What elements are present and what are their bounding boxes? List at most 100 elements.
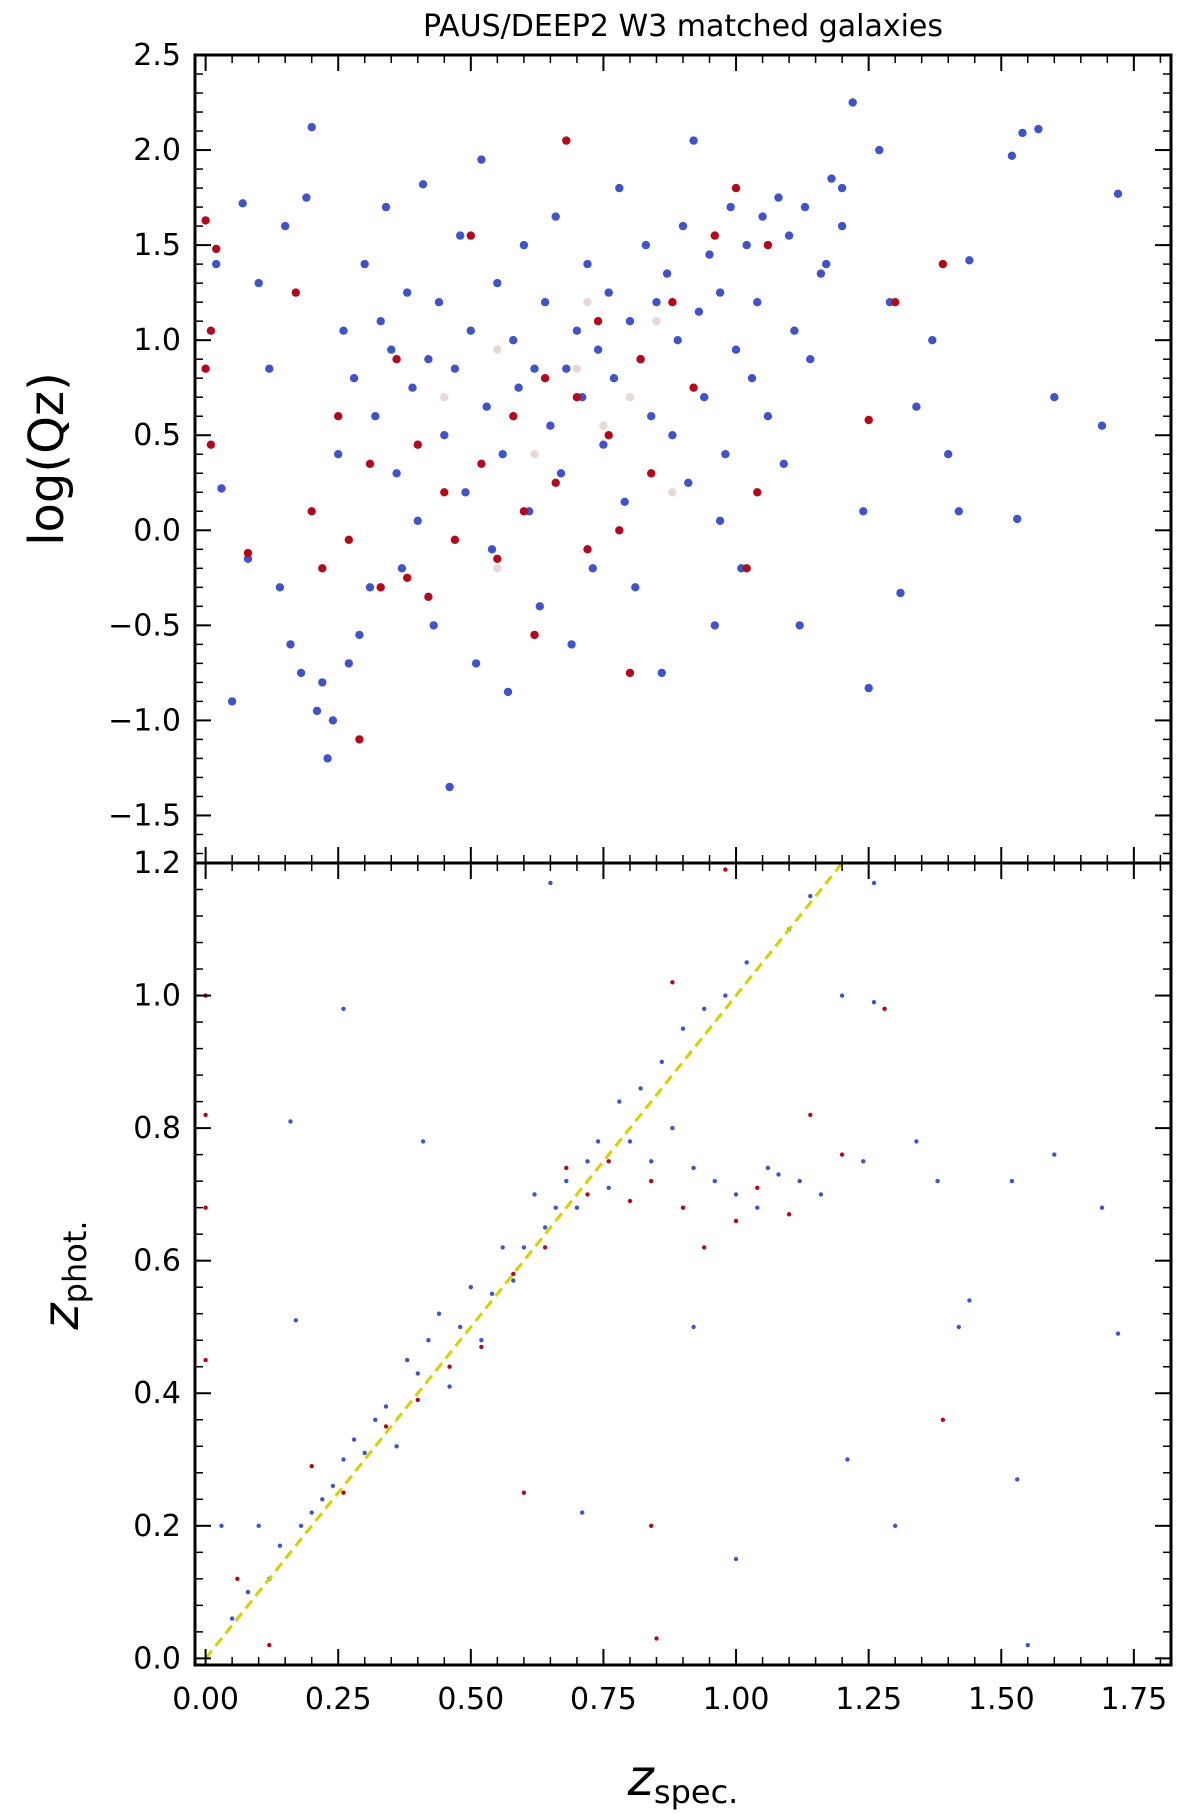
bottom-series-1-point [670, 980, 675, 985]
bottom-series-1-point [309, 1464, 314, 1469]
top-series-0-point [731, 345, 741, 354]
top-series-0-point [440, 431, 449, 440]
top-series-1-point [509, 412, 518, 421]
bottom-ytick-label: 1.0 [133, 979, 181, 1014]
bottom-series-0-point [861, 1159, 866, 1164]
top-series-0-point [800, 202, 810, 212]
top-series-1-point [440, 488, 449, 497]
top-series-1-point [572, 393, 582, 402]
bottom-series-0-point [691, 1165, 696, 1171]
top-series-0-point [1013, 514, 1022, 524]
top-series-0-point [784, 231, 794, 240]
top-series-0-point [376, 317, 385, 326]
bottom-series-1-point [882, 1006, 887, 1011]
bottom-series-0-point [394, 1444, 399, 1449]
bottom-xtick-label: 1.75 [1100, 1682, 1167, 1717]
bottom-series-1-point [755, 1185, 760, 1191]
top-series-0-point [408, 383, 417, 392]
top-series-0-point [275, 583, 285, 592]
bottom-series-0-point [288, 1119, 293, 1124]
top-series-0-point [371, 412, 380, 421]
top-series-0-point [837, 183, 847, 193]
top-series-0-point [360, 259, 369, 269]
bottom-series-0-point [245, 1589, 251, 1595]
bottom-series-0-point [219, 1523, 224, 1529]
bottom-series-0-point [627, 1139, 633, 1144]
top-series-0-point [323, 754, 332, 763]
bottom-ytick-label: 0.2 [133, 1509, 181, 1544]
top-series-0-point [774, 193, 783, 202]
top-series-2-point [440, 393, 449, 402]
bottom-series-0-point [341, 1006, 346, 1011]
bottom-xtick-label: 0.75 [570, 1682, 637, 1717]
bottom-scatter-points [203, 867, 1121, 1648]
bottom-series-0-point [405, 1357, 410, 1363]
top-series-0-point [668, 431, 677, 440]
top-series-1-point [365, 459, 375, 468]
top-series-0-point [1018, 128, 1027, 138]
bottom-ytick-label: 0.4 [133, 1376, 181, 1411]
top-series-0-point [779, 459, 788, 468]
bottom-series-0-point [808, 893, 813, 899]
top-series-2-point [572, 364, 582, 373]
top-plot-frame [193, 53, 1173, 865]
top-series-0-point [816, 269, 826, 278]
bottom-series-0-point [229, 1616, 235, 1621]
top-series-0-point [535, 602, 544, 611]
bottom-series-0-point [776, 1172, 781, 1177]
top-series-0-point [493, 278, 502, 288]
bottom-series-0-point [341, 1457, 346, 1462]
bottom-series-0-point [845, 1457, 850, 1462]
top-series-0-point [710, 621, 719, 630]
top-series-0-point [1097, 421, 1107, 430]
top-series-0-point [715, 516, 725, 525]
bottom-series-1-point [786, 1212, 792, 1217]
top-series-1-point [583, 545, 592, 554]
bottom-series-0-point [521, 1245, 527, 1250]
bottom-xtick-label: 0.25 [305, 1682, 372, 1717]
top-series-0-point [312, 706, 322, 716]
top-series-1-point [763, 240, 773, 250]
top-series-0-point [837, 221, 847, 231]
bottom-series-1-point [564, 1165, 569, 1171]
bottom-series-0-point [670, 1125, 675, 1131]
bottom-series-0-point [548, 880, 553, 886]
bottom-panel: 1.2 1.0 0.8 0.6 0.4 0.2 0.0 0.00 0.25 0.50 0.75 1.… [32, 846, 1173, 1811]
top-series-0-point [265, 364, 274, 373]
top-series-0-point [540, 298, 550, 307]
top-series-0-point [647, 412, 656, 421]
top-series-0-point [482, 402, 491, 411]
top-series-0-point [726, 202, 735, 212]
top-series-1-point [647, 469, 656, 478]
top-series-1-point [753, 488, 762, 497]
bottom-series-0-point [542, 1225, 548, 1230]
top-series-0-point [763, 412, 773, 421]
top-series-0-point [1007, 151, 1017, 160]
top-series-1-point [731, 183, 741, 193]
bottom-series-0-point [489, 1291, 495, 1297]
top-series-1-point [376, 583, 385, 592]
bottom-series-0-point [723, 993, 728, 998]
top-series-1-point [344, 535, 353, 544]
bottom-series-0-point [755, 1205, 760, 1210]
bottom-series-0-point [585, 1159, 590, 1164]
bottom-series-0-point [574, 1205, 580, 1210]
top-series-2-point [599, 421, 608, 430]
bottom-series-1-point [606, 1159, 611, 1164]
bottom-series-0-point [320, 1497, 325, 1502]
top-series-1-point [604, 431, 613, 440]
top-series-0-point [631, 583, 640, 592]
top-series-1-point [212, 244, 221, 254]
bottom-series-0-point [1052, 1152, 1057, 1157]
top-series-1-point [593, 317, 603, 326]
top-series-0-point [349, 374, 359, 383]
bottom-ytick-label: 0.8 [133, 1111, 181, 1146]
top-ytick-label: −1.0 [108, 703, 181, 738]
bottom-series-0-point [638, 1086, 643, 1091]
top-series-0-point [896, 588, 905, 598]
top-series-0-point [859, 507, 868, 516]
top-series-2-point [652, 317, 661, 326]
bottom-series-0-point [479, 1338, 484, 1343]
top-series-0-point [615, 183, 624, 193]
top-series-0-point [588, 564, 597, 573]
